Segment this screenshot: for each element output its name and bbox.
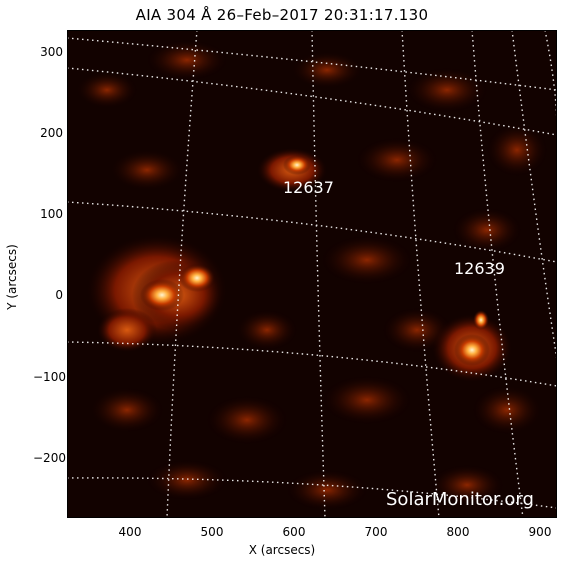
- heliographic-grid: [67, 30, 557, 518]
- region-label-12637: 12637: [283, 178, 334, 197]
- y-tick-label: 0: [55, 288, 63, 302]
- x-tick-label: 700: [364, 525, 388, 539]
- active-region-12639-glow: [432, 310, 512, 382]
- region-label-12639: 12639: [454, 259, 505, 278]
- active-region-central: [87, 235, 227, 352]
- x-tick-label: 400: [118, 525, 142, 539]
- y-tick-label: −100: [33, 370, 66, 384]
- y-tick-label: 300: [40, 45, 63, 59]
- x-tick-label: 600: [282, 525, 306, 539]
- solar-image-plot: [67, 30, 557, 518]
- active-region-12637-glow: [257, 148, 327, 192]
- y-tick-label: −200: [33, 451, 66, 465]
- image-title: AIA 304 Å 26–Feb–2017 20:31:17.130: [135, 6, 429, 24]
- x-axis-label: X (arcsecs): [248, 543, 316, 557]
- plot-frame: [67, 30, 557, 518]
- y-tick-label: 100: [40, 207, 63, 221]
- x-tick-label: 800: [446, 525, 470, 539]
- x-tick-label: 500: [200, 525, 224, 539]
- chromospheric-network: [77, 40, 547, 510]
- watermark-text: SolarMonitor.org: [386, 489, 534, 510]
- y-axis-label: Y (arcsecs): [5, 244, 19, 310]
- x-tick-label: 900: [528, 525, 552, 539]
- y-tick-label: 200: [40, 126, 63, 140]
